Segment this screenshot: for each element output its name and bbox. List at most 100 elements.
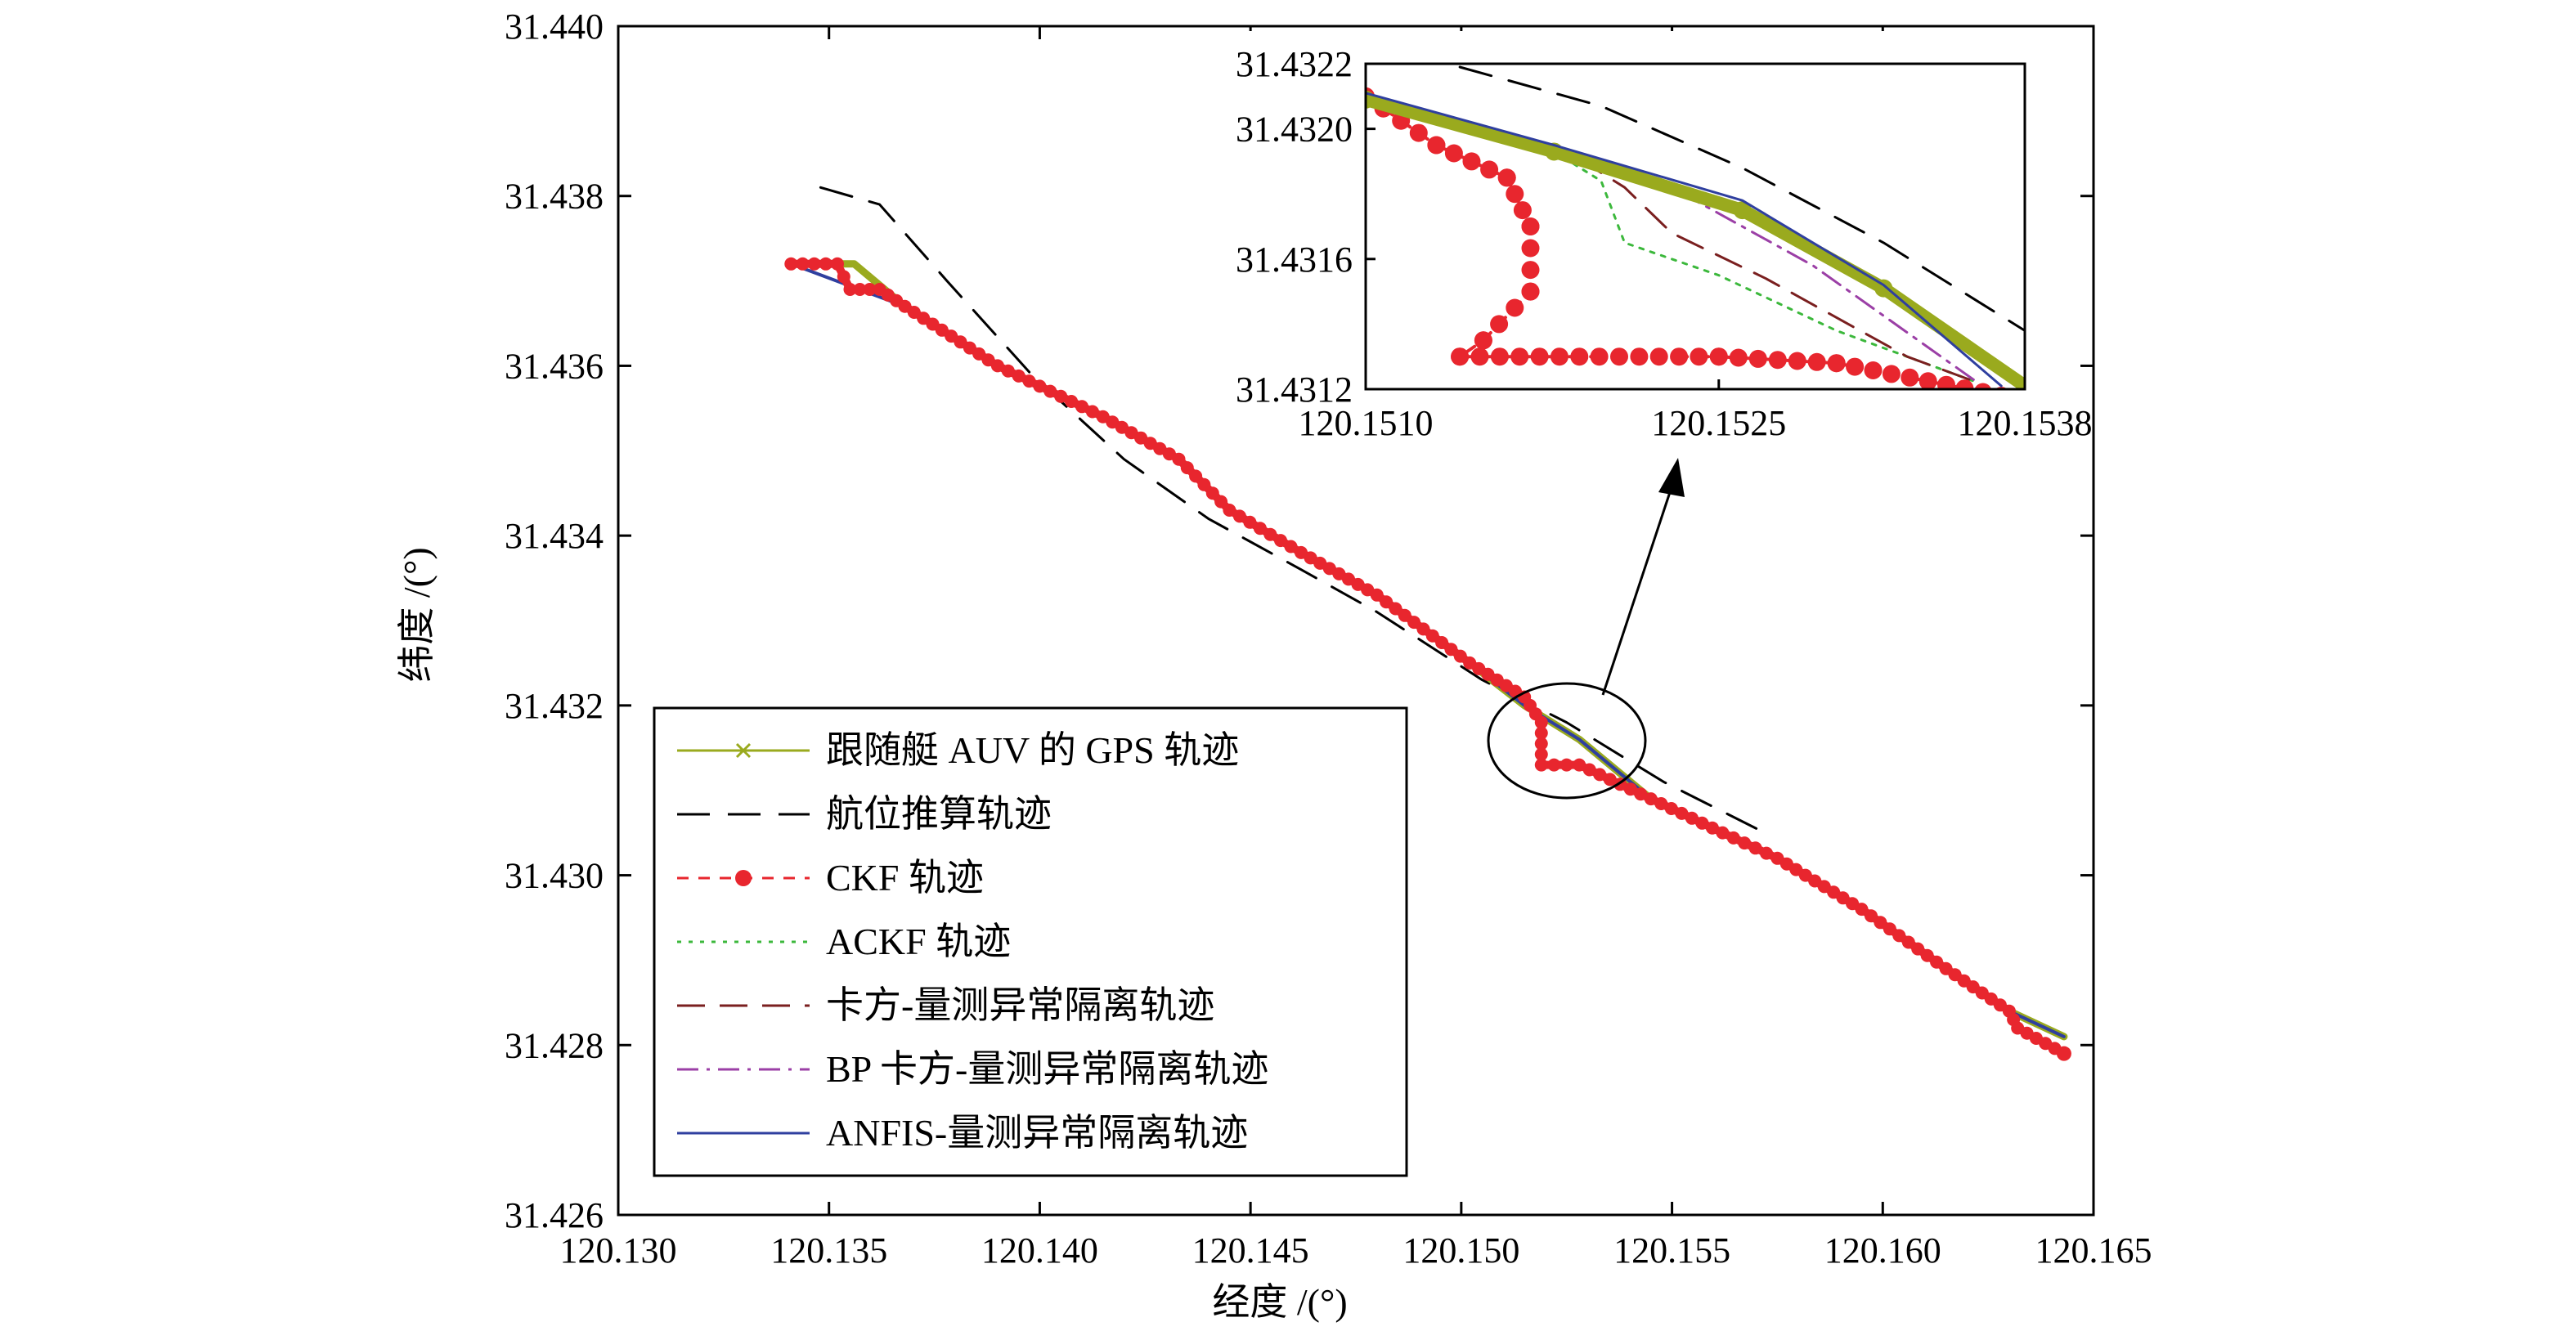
inset-series-marker [1409, 123, 1428, 142]
main-series-marker [1901, 935, 1915, 949]
inset-series-marker [1974, 383, 1992, 389]
main-series-marker [1808, 874, 1822, 888]
main-series-marker [1342, 572, 1355, 586]
x-tick-label: 120.140 [981, 1230, 1098, 1271]
inset-series-marker [1570, 347, 1589, 366]
inset-series-marker [1649, 347, 1668, 366]
main-series-marker [990, 359, 1004, 373]
main-axes: 120.130 120.135 120.140 120.145 120.150 120.1… [505, 7, 2152, 1271]
main-series-marker [1435, 636, 1449, 649]
x-tick-label: 120.150 [1402, 1230, 1519, 1271]
main-series-marker [1223, 504, 1236, 517]
inset-series-line [1576, 156, 1979, 384]
main-series-marker [1573, 758, 1586, 772]
main-series-marker [1274, 534, 1287, 548]
legend-label: 跟随艇 AUV 的 GPS 轨迹 [826, 729, 1239, 771]
main-series-marker [853, 283, 867, 296]
main-series-marker [1748, 841, 1762, 855]
main-series-marker [1380, 595, 1393, 609]
main-series-marker [784, 257, 798, 271]
main-series-marker [1043, 384, 1057, 398]
inset-series-marker [1470, 347, 1489, 366]
x-tick-label: 120.145 [1192, 1230, 1309, 1271]
inset-series-marker [1474, 331, 1492, 350]
main-series-marker [1425, 629, 1439, 643]
main-series-marker [1232, 509, 1246, 523]
inset-series-marker [1462, 152, 1481, 171]
main-series-marker [1675, 806, 1689, 820]
main-series-marker [1197, 477, 1211, 491]
main-series-marker [1322, 562, 1336, 576]
legend-label: CKF 轨迹 [826, 857, 984, 899]
main-series-marker [1534, 715, 1548, 729]
main-series-marker [1770, 851, 1784, 865]
main-series-marker [1389, 602, 1402, 616]
y-axis-label: 纬度 /(°) [396, 547, 438, 682]
inset-series-marker [1530, 347, 1549, 366]
main-series-marker [1453, 649, 1467, 663]
inset-x-tick-label: 120.1525 [1651, 403, 1786, 443]
main-series-marker [935, 323, 949, 337]
y-tick-label: 31.438 [505, 177, 604, 217]
inset-series-marker [1919, 372, 1937, 389]
main-series-marker [1115, 420, 1129, 434]
zoom-annotation [1487, 458, 1685, 800]
inset-series-marker [1827, 354, 1846, 373]
main-series-marker [1911, 942, 1925, 956]
inset-series-marker [1521, 217, 1540, 235]
main-series-marker [926, 317, 940, 331]
main-series-marker [1351, 577, 1365, 591]
main-series-marker [1444, 643, 1458, 657]
main-series-marker [1085, 405, 1099, 419]
zoom-arrow-head [1658, 458, 1685, 497]
inset-x-tick-label: 120.1510 [1299, 403, 1434, 443]
main-series-marker [1883, 922, 1896, 936]
main-series-marker [1398, 608, 1411, 622]
inset-series-marker [1480, 160, 1499, 179]
main-series-marker [1033, 379, 1047, 393]
inset-series-marker [1788, 352, 1806, 370]
inset-series-marker [1729, 348, 1748, 367]
inset-series-marker [1709, 347, 1728, 366]
main-series-marker [1560, 758, 1573, 772]
inset-series-marker [1937, 375, 1955, 389]
y-tick-label: 31.426 [505, 1195, 604, 1235]
main-series-marker [1634, 787, 1648, 801]
main-series-marker [1534, 737, 1548, 751]
main-series-marker [1892, 929, 1906, 943]
main-series-marker [1593, 768, 1607, 782]
main-series-marker [1582, 763, 1596, 777]
main-series-marker [863, 283, 877, 296]
main-series-marker [954, 335, 967, 349]
main-series-marker [1836, 891, 1850, 905]
inset-series-marker [1610, 347, 1628, 366]
inset-series-marker [1670, 347, 1689, 366]
inset-series-marker [1451, 347, 1470, 366]
main-series-marker [1012, 369, 1025, 383]
main-series-marker [1075, 400, 1088, 414]
main-series-marker [1534, 726, 1548, 740]
main-series-marker [807, 257, 821, 271]
main-series-marker [1162, 447, 1176, 461]
main-series-marker [1205, 486, 1219, 500]
inset-series-marker [1874, 279, 1893, 298]
main-series-marker [1370, 588, 1384, 602]
inset-y-tick-label: 31.4320 [1236, 110, 1353, 150]
y-tick-label: 31.436 [505, 346, 604, 386]
inset-series-marker [1864, 361, 1883, 379]
inset-series-marker [1733, 201, 1752, 220]
main-series-marker [1153, 441, 1167, 455]
main-series-marker [2056, 1046, 2071, 1061]
inset-series-marker [1521, 261, 1540, 280]
legend-label: BP 卡方-量测异常隔离轨迹 [826, 1048, 1268, 1090]
main-series-marker [843, 283, 857, 296]
main-series-marker [796, 257, 810, 271]
main-series-marker [1920, 948, 1934, 962]
inset-series-marker [1846, 357, 1865, 376]
main-series-marker [1855, 903, 1869, 916]
legend-label: ANFIS-量测异常隔离轨迹 [826, 1112, 1248, 1154]
main-series-marker [1738, 836, 1752, 850]
y-tick-label: 31.430 [505, 856, 604, 896]
